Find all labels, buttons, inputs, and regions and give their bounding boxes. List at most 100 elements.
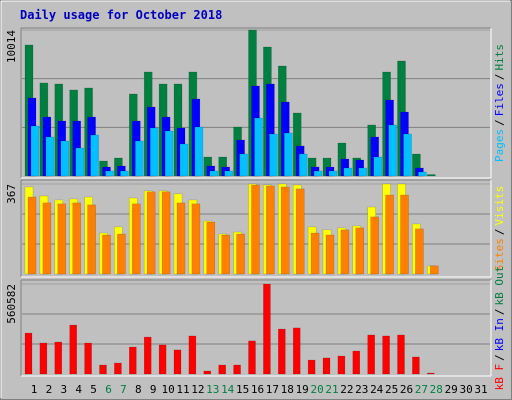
- bar: [120, 170, 129, 177]
- bar: [281, 186, 290, 275]
- legend-entry: Visits: [493, 186, 506, 226]
- bar: [251, 184, 260, 275]
- bar: [236, 233, 245, 275]
- bar: [352, 350, 361, 375]
- bar: [203, 370, 212, 375]
- bar: [298, 153, 308, 177]
- bar: [27, 196, 37, 275]
- bar: [254, 117, 263, 177]
- legend: kB F / kB In / kB Out: [493, 266, 506, 391]
- bar: [224, 170, 233, 177]
- bar: [146, 191, 156, 275]
- bar: [24, 332, 33, 375]
- bar: [370, 216, 379, 275]
- bar: [99, 364, 107, 375]
- bar: [337, 355, 346, 375]
- x-tick-label: 12: [191, 383, 204, 396]
- bar: [114, 362, 122, 375]
- bar: [132, 203, 141, 275]
- bar: [84, 342, 92, 375]
- y-tick-label: 367: [5, 184, 18, 204]
- bar: [206, 221, 216, 275]
- bar: [397, 334, 405, 375]
- x-tick-label: 23: [355, 383, 368, 396]
- bar: [388, 124, 397, 177]
- x-tick-label: 10: [161, 383, 174, 396]
- bar: [72, 202, 81, 275]
- bar: [427, 372, 435, 375]
- legend-separator: /: [493, 119, 506, 126]
- bar: [427, 174, 436, 177]
- bar: [161, 191, 171, 275]
- bar: [340, 229, 350, 275]
- bar: [105, 170, 114, 177]
- x-tick-label: 15: [236, 383, 249, 396]
- x-tick-label: 18: [281, 383, 294, 396]
- bar: [143, 336, 152, 375]
- bar: [343, 167, 353, 177]
- bar: [325, 234, 335, 275]
- legend-entry: kB Out: [493, 266, 506, 306]
- bar: [263, 283, 271, 375]
- bar: [194, 126, 204, 177]
- bar: [221, 234, 230, 275]
- x-tick-label: 19: [296, 383, 309, 396]
- bar: [69, 324, 77, 375]
- bar: [149, 127, 159, 177]
- bar: [129, 346, 137, 375]
- x-tick-label: 28: [430, 383, 443, 396]
- bar: [284, 132, 293, 177]
- bar: [45, 136, 55, 177]
- legend-entry: kB F: [493, 364, 506, 391]
- x-tick-label: 6: [105, 383, 112, 396]
- x-tick-label: 1: [31, 383, 38, 396]
- bar: [322, 357, 331, 375]
- x-tick-label: 8: [135, 383, 142, 396]
- y-tick-label: 560582: [5, 284, 18, 324]
- bar: [269, 133, 278, 177]
- x-tick-label: 20: [310, 383, 323, 396]
- x-tick-label: 4: [75, 383, 82, 396]
- x-tick-label: 14: [221, 383, 235, 396]
- x-tick-label: 30: [459, 383, 472, 396]
- legend-separator: /: [493, 354, 506, 361]
- x-tick-label: 24: [370, 383, 384, 396]
- x-tick-label: 21: [325, 383, 338, 396]
- bar: [292, 327, 301, 375]
- bar: [188, 335, 197, 375]
- bar: [179, 143, 189, 177]
- x-tick-label: 3: [60, 383, 67, 396]
- bar: [403, 133, 412, 177]
- bar: [367, 334, 375, 375]
- x-tick-label: 31: [474, 383, 487, 396]
- bar: [60, 140, 70, 177]
- chart-title: Daily usage for October 2018: [20, 8, 222, 22]
- bar: [102, 234, 111, 275]
- x-tick-label: 25: [385, 383, 398, 396]
- legend-entry: Sites: [493, 238, 506, 271]
- bar: [75, 147, 84, 177]
- bar: [313, 170, 323, 177]
- x-tick-label: 16: [251, 383, 264, 396]
- bar: [239, 153, 248, 177]
- bar: [57, 203, 67, 275]
- bar: [355, 227, 365, 275]
- bar: [135, 140, 144, 177]
- x-tick-label: 17: [266, 383, 279, 396]
- x-tick-label: 9: [150, 383, 157, 396]
- bar: [382, 335, 390, 375]
- legend-entry: kB In: [493, 318, 506, 351]
- x-tick-label: 22: [340, 383, 353, 396]
- x-tick-label: 26: [400, 383, 413, 396]
- bar: [176, 202, 186, 275]
- x-tick-label: 11: [176, 383, 189, 396]
- bar: [164, 130, 174, 177]
- bar: [54, 341, 63, 375]
- legend-separator: /: [493, 229, 506, 236]
- bar: [233, 364, 241, 375]
- legend: Sites / Visits: [493, 186, 506, 272]
- bar: [87, 204, 96, 275]
- legend-separator: /: [493, 308, 506, 315]
- bar: [39, 342, 48, 375]
